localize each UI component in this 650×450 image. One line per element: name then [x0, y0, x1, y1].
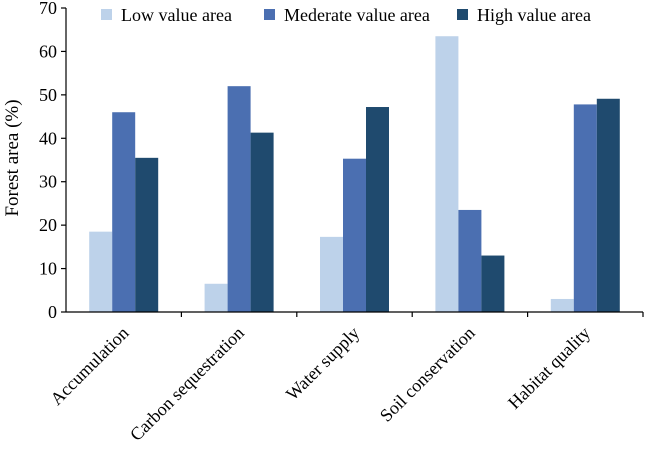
y-tick-label: 10	[39, 259, 57, 279]
y-tick-label: 60	[39, 41, 57, 61]
legend-label: Mederate value area	[284, 5, 430, 25]
y-tick-label: 20	[39, 215, 57, 235]
bar	[596, 98, 620, 312]
bar	[320, 236, 343, 312]
y-tick-label: 70	[39, 0, 57, 18]
bar	[135, 157, 159, 312]
legend-label: High value area	[477, 5, 591, 25]
y-axis-title: Forest area (%)	[2, 99, 23, 216]
bar	[250, 132, 274, 312]
x-category-label: Soil conservation	[376, 323, 479, 426]
bar	[112, 112, 136, 312]
y-tick-label: 40	[39, 128, 57, 148]
x-category-label: Water supply	[282, 323, 363, 404]
legend-label: Low value area	[121, 5, 232, 25]
legend-swatch	[264, 9, 275, 20]
legend: Low value area Mederate value area High va…	[101, 5, 591, 25]
x-category-label: Accumulation	[46, 323, 132, 409]
axes	[65, 8, 643, 313]
y-tick-label: 30	[39, 172, 57, 192]
bar	[550, 298, 574, 312]
bar	[481, 255, 505, 312]
bar	[573, 104, 597, 312]
y-ticks: 0 10 20 30 40 50 60 70	[39, 0, 66, 322]
legend-swatch	[101, 9, 112, 20]
legend-swatch	[457, 9, 468, 20]
x-category-label: Habitat quality	[504, 323, 594, 413]
bar	[343, 158, 366, 312]
bar	[89, 231, 113, 312]
bar	[204, 283, 228, 312]
bar	[366, 107, 389, 312]
bar	[227, 86, 251, 313]
bar	[458, 209, 482, 312]
y-tick-label: 0	[48, 302, 57, 322]
bar	[435, 36, 459, 312]
bars	[89, 36, 620, 313]
y-tick-label: 50	[39, 85, 57, 105]
x-category-label: Carbon sequestration	[126, 323, 248, 445]
